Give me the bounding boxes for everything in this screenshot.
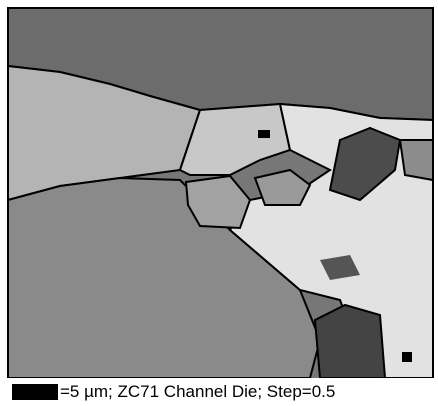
particle <box>402 352 412 362</box>
particle <box>258 130 270 138</box>
grain <box>400 140 433 180</box>
micrograph <box>0 0 438 378</box>
grain <box>315 305 385 378</box>
screenshot: =5 µm; ZC71 Channel Die; Step=0.5 <box>0 0 438 406</box>
scale-bar <box>12 384 58 400</box>
caption-bar: =5 µm; ZC71 Channel Die; Step=0.5 <box>12 380 432 404</box>
caption: =5 µm; ZC71 Channel Die; Step=0.5 <box>60 382 335 402</box>
